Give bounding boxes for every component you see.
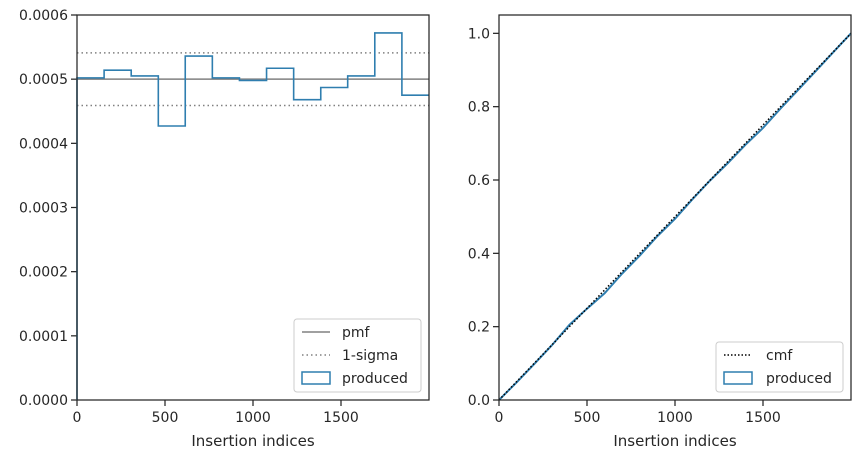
produced-bin (185, 56, 212, 400)
right-y-tick-label: 0.6 (468, 173, 490, 189)
produced-bin (104, 70, 131, 400)
right-x-tick-label: 1500 (745, 410, 781, 426)
right-y-tick-label: 0.0 (468, 393, 490, 409)
left-x-tick-label: 1000 (235, 410, 271, 426)
legend-label-cmf: cmf (766, 348, 793, 364)
produced-bin (77, 78, 104, 400)
left-legend: pmf 1-sigma produced (293, 318, 422, 393)
right-y-tick-label: 1.0 (468, 26, 490, 42)
legend-label-1-sigma: 1-sigma (342, 348, 398, 364)
right-y-tick-label: 0.8 (468, 100, 490, 116)
cmf-line (498, 32, 852, 401)
right-axes-frame (498, 14, 852, 401)
left-x-ticks: 0 500 1000 1500 (73, 400, 359, 426)
right-x-tick-label: 1000 (657, 410, 693, 426)
right-x-tick-label: 500 (574, 410, 601, 426)
right-plot-area (498, 32, 852, 401)
produced-bin (212, 78, 239, 400)
legend-label-produced: produced (342, 371, 408, 387)
left-y-tick-label: 0.0006 (19, 8, 68, 24)
right-x-axis-label: Insertion indices (613, 432, 736, 450)
produced-bin (131, 76, 158, 400)
left-x-tick-label: 500 (152, 410, 179, 426)
left-y-tick-label: 0.0002 (19, 265, 68, 281)
left-y-tick-label: 0.0004 (19, 136, 68, 152)
left-axes-frame (76, 14, 430, 401)
left-y-tick-label: 0.0000 (19, 393, 68, 409)
left-x-tick-label: 1500 (323, 410, 359, 426)
left-y-ticks: 0.0000 0.0001 0.0002 0.0003 0.0004 0.0005 0.00… (19, 8, 77, 409)
left-panel: 0.0000 0.0001 0.0002 0.0003 0.0004 0.0005 0.00… (19, 8, 430, 450)
right-x-tick-label: 0 (495, 410, 504, 426)
left-y-tick-label: 0.0005 (19, 72, 68, 88)
right-legend: cmf produced (715, 341, 844, 393)
legend-label-pmf: pmf (342, 325, 371, 341)
left-y-tick-label: 0.0001 (19, 329, 68, 345)
right-y-tick-label: 0.4 (468, 246, 490, 262)
left-x-axis-label: Insertion indices (191, 432, 314, 450)
right-x-ticks: 0 500 1000 1500 (495, 400, 781, 426)
legend-label-produced-right: produced (766, 371, 832, 387)
left-legend-box (293, 318, 422, 393)
left-plot-area (76, 32, 429, 400)
produced-histogram-outline (76, 32, 429, 400)
left-x-tick-label: 0 (73, 410, 82, 426)
produced-bin (267, 68, 294, 400)
legend-swatch-produced-right (723, 371, 753, 385)
right-y-tick-label: 0.2 (468, 320, 490, 336)
right-y-ticks: 0.0 0.2 0.4 0.6 0.8 1.0 (468, 26, 499, 409)
legend-swatch-produced (301, 371, 331, 385)
left-y-tick-label: 0.0003 (19, 201, 68, 217)
right-panel: 0.0 0.2 0.4 0.6 0.8 1.0 0 500 1000 1500 Insertio… (468, 14, 852, 450)
produced-bin (239, 80, 266, 400)
right-legend-box (715, 341, 844, 393)
produced-bin (158, 126, 185, 400)
